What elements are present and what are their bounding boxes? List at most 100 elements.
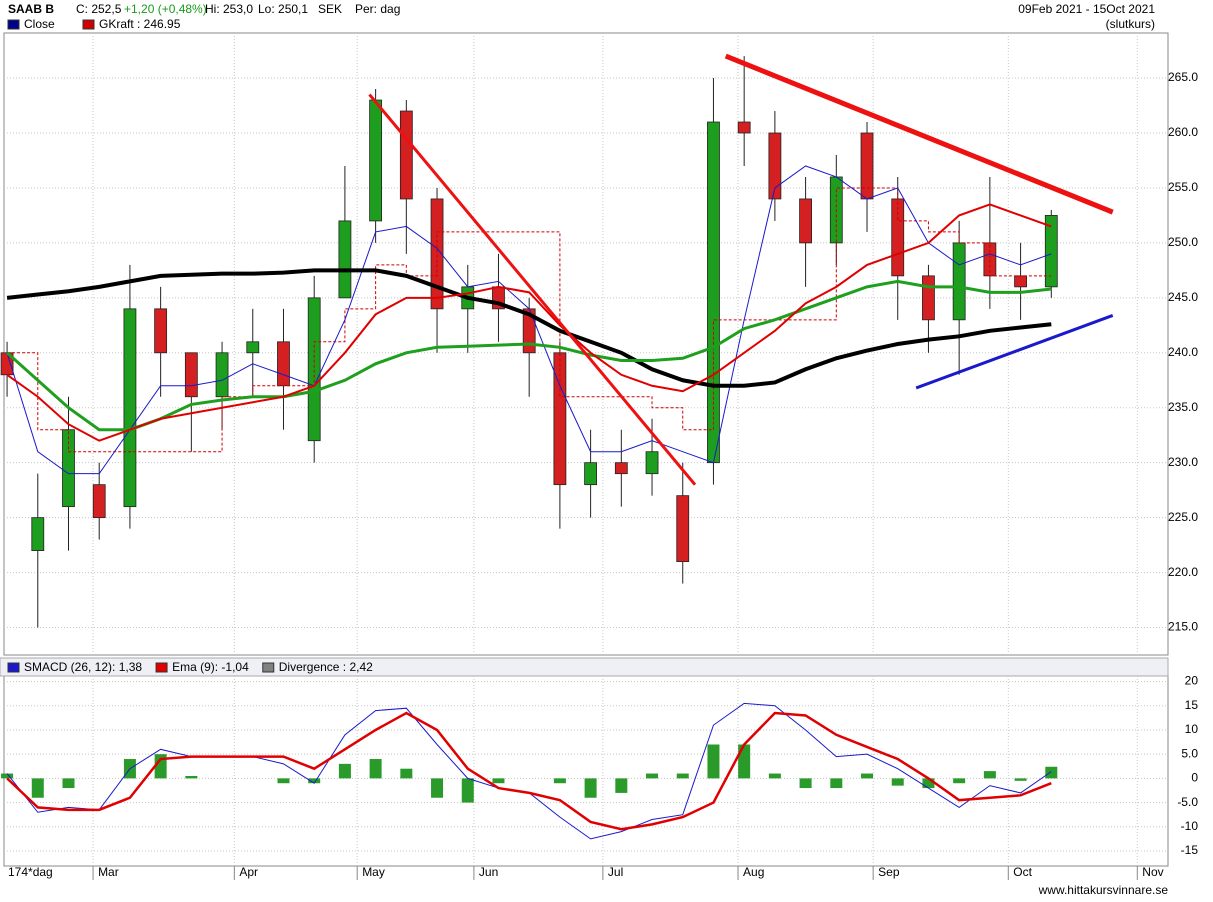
y-tick-label: 215.0: [1168, 620, 1198, 634]
divergence-bar: [615, 778, 628, 793]
candle-body: [338, 220, 352, 299]
candle-body: [215, 352, 229, 398]
candle-body: [614, 462, 628, 475]
date-range: 09Feb 2021 - 15Oct 2021: [1018, 2, 1155, 16]
y-tick-label: 235.0: [1168, 400, 1198, 414]
y-tick-label: 245.0: [1168, 290, 1198, 304]
divergence-bar: [1045, 766, 1058, 779]
divergence-bar: [400, 768, 413, 779]
candle-body: [645, 451, 659, 475]
candle-body: [676, 495, 690, 562]
divergence-bar: [861, 773, 874, 779]
candle-body: [246, 341, 260, 354]
y-tick-label: -10: [1181, 819, 1199, 833]
x-tick-label: Sep: [878, 865, 900, 879]
footer: www.hittakursvinnare.se: [1038, 883, 1169, 897]
legend-swatch: [155, 662, 168, 673]
divergence-bar: [768, 773, 781, 779]
candle-body: [584, 462, 598, 486]
y-tick-label: 230.0: [1168, 455, 1198, 469]
divergence-bar: [1, 773, 14, 779]
divergence-bar: [277, 778, 290, 784]
change: +1,20 (+0,48%): [124, 2, 207, 16]
trend-line: [915, 314, 1114, 390]
divergence-bar: [553, 778, 566, 784]
high: Hi: 253,0: [205, 2, 253, 16]
divergence-bar: [492, 778, 505, 784]
trend-line: [368, 93, 697, 486]
close: C: 252,5: [76, 2, 122, 16]
y-tick-label: 10: [1185, 722, 1199, 736]
trend-line: [724, 53, 1114, 215]
divergence-bar: [830, 778, 843, 789]
divergence-bar: [308, 778, 321, 784]
macd-line: [6, 711, 1052, 831]
candle-body: [154, 308, 168, 354]
y-tick-label: 265.0: [1168, 70, 1198, 84]
days: 174*dag: [8, 865, 53, 879]
candle-body: [768, 132, 782, 200]
divergence-bar: [707, 744, 720, 779]
y-tick-label: 15: [1185, 698, 1199, 712]
divergence-bar: [799, 778, 812, 789]
x-tick-label: Oct: [1013, 865, 1032, 879]
candle-body: [952, 242, 966, 321]
divergence-bar: [431, 778, 444, 798]
x-tick-label: Nov: [1142, 865, 1163, 879]
divergence-bar: [891, 778, 904, 786]
divergence-bar: [646, 773, 659, 779]
divergence-bar: [738, 744, 751, 779]
divergence-bar: [62, 778, 75, 789]
candle-body: [922, 275, 935, 321]
candle-body: [1044, 215, 1058, 288]
legend-swatch: [7, 662, 20, 673]
divergence-bar: [584, 778, 597, 798]
candle-body: [1014, 275, 1027, 288]
y-tick-label: 220.0: [1168, 565, 1198, 579]
y-tick-label: 5.0: [1181, 746, 1198, 760]
candle-body: [430, 198, 444, 310]
price-panel: [3, 32, 1169, 656]
candle-body: [123, 308, 137, 508]
candle-body: [369, 99, 383, 222]
y-tick-label: 260.0: [1168, 125, 1198, 139]
candle-body: [553, 352, 567, 486]
divergence-bar: [338, 763, 351, 779]
candle-body: [277, 341, 290, 387]
indicator-line: [6, 268, 1052, 388]
legend-swatch: [82, 19, 95, 30]
y-tick-label: 250.0: [1168, 235, 1198, 249]
divergence-bar: [31, 778, 44, 798]
divergence-bar: [983, 771, 996, 779]
legend-swatch: [262, 662, 275, 673]
low: Lo: 250,1: [258, 2, 308, 16]
divergence-bar: [676, 773, 689, 779]
candle-body: [799, 198, 812, 244]
x-tick-label: Jun: [479, 865, 498, 879]
ticker: SAAB B: [8, 2, 54, 16]
indicator-line: [6, 279, 1052, 432]
legend-label: GKraft : 246.95: [99, 17, 181, 31]
indicator-line: [7, 187, 1052, 453]
indicator-line: [6, 203, 1052, 442]
legend-swatch: [7, 19, 20, 30]
legend-label: Ema (9): -1,04: [172, 660, 249, 674]
indicator-line: [6, 165, 1052, 475]
x-tick-label: Apr: [239, 865, 258, 879]
period: Per: dag: [355, 2, 400, 16]
candle-body: [307, 297, 321, 442]
candle-body: [62, 429, 75, 508]
y-tick-label: 0: [1191, 771, 1198, 785]
divergence-bar: [185, 775, 198, 779]
divergence-bar: [369, 759, 382, 779]
candle-body: [737, 121, 751, 134]
divergence-bar: [953, 778, 966, 784]
legend-label: Close: [24, 17, 55, 31]
y-tick-label: 255.0: [1168, 180, 1198, 194]
y-tick-label: -5.0: [1177, 795, 1198, 809]
candle-body: [891, 198, 905, 277]
y-tick-label: 225.0: [1168, 510, 1198, 524]
x-tick-label: Mar: [98, 865, 119, 879]
